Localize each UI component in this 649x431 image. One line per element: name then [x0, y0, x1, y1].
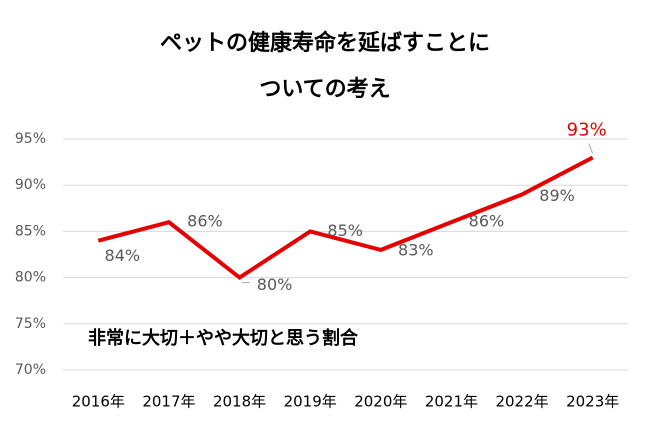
- x-tick-label: 2017年: [142, 393, 195, 411]
- y-tick-label: 90%: [15, 177, 46, 193]
- x-tick-label: 2020年: [354, 393, 407, 411]
- chart-title: ペットの健康寿命を延ばすことに: [160, 30, 490, 56]
- leader-line: [588, 143, 594, 154]
- data-label: 93%: [567, 119, 607, 140]
- chart-title: ついての考え: [259, 77, 390, 102]
- x-tick-label: 2023年: [566, 393, 619, 411]
- x-tick-label: 2016年: [72, 393, 125, 411]
- data-label: 85%: [327, 221, 363, 240]
- y-tick-label: 85%: [15, 223, 46, 239]
- data-label: 80%: [257, 275, 293, 294]
- data-label: 83%: [398, 240, 434, 259]
- x-tick-label: 2018年: [213, 393, 266, 411]
- y-tick-label: 95%: [15, 131, 46, 147]
- x-tick-label: 2021年: [425, 393, 478, 411]
- data-label: 89%: [539, 186, 575, 205]
- y-tick-label: 75%: [15, 316, 46, 332]
- y-tick-label: 80%: [15, 270, 46, 286]
- data-label: 86%: [469, 212, 505, 231]
- y-tick-label: 70%: [15, 362, 46, 378]
- data-label: 84%: [105, 246, 141, 265]
- annotation: 非常に大切＋やや大切と思う割合: [88, 327, 359, 349]
- data-label: 86%: [187, 212, 223, 231]
- x-tick-label: 2022年: [495, 393, 548, 411]
- x-tick-label: 2019年: [284, 393, 337, 411]
- line: [97, 155, 594, 281]
